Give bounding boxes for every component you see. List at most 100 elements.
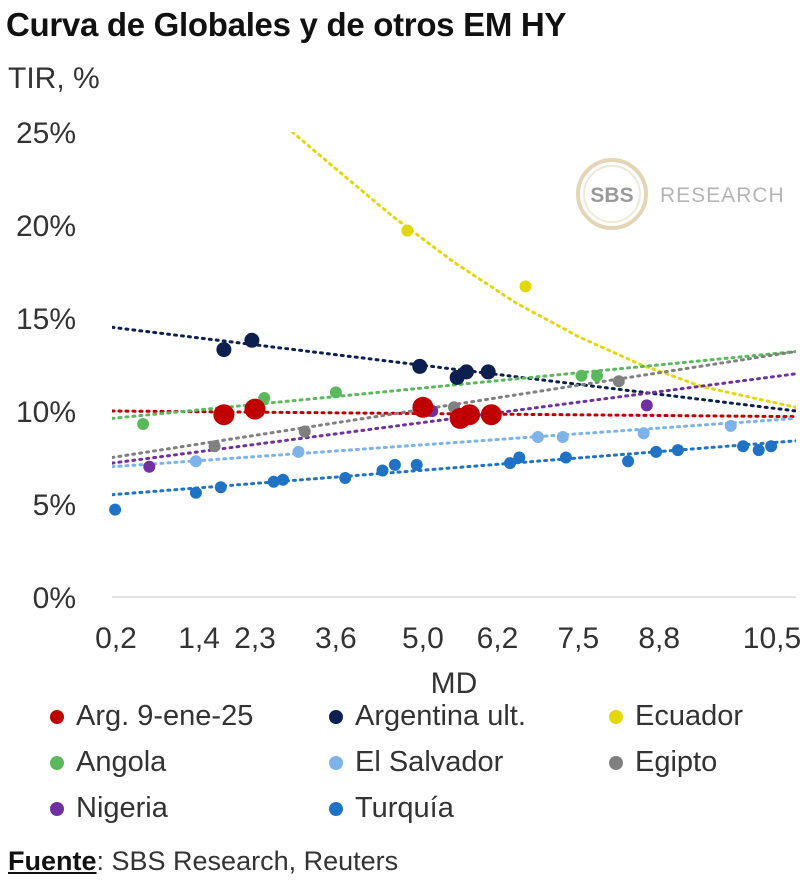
x-tick-label: 6,2 — [477, 622, 519, 655]
point-arg-9-ene-25 — [412, 396, 434, 418]
trendline-ecuador — [290, 132, 796, 409]
legend-item-angola: Angola — [50, 746, 166, 779]
source-note: Fuente: SBS Research, Reuters — [8, 846, 398, 877]
x-tick-label: 5,0 — [402, 622, 444, 655]
legend-label: Egipto — [635, 746, 718, 778]
point-el-salvador — [531, 431, 544, 443]
chart-plot: SBS RESEARCH 0% 5% 10% 15% 20% 25% 0,2 1,4 2,3 3… — [16, 117, 801, 700]
legend-marker-icon — [329, 801, 343, 816]
point-egipto — [298, 425, 311, 438]
y-tick-label: 10% — [16, 396, 76, 429]
watermark: SBS RESEARCH — [576, 158, 785, 230]
legend-label: El Salvador — [355, 746, 504, 778]
point-arg-9-ene-25 — [480, 404, 502, 426]
x-tick-label: 7,5 — [558, 622, 600, 655]
source-text: : SBS Research, Reuters — [96, 846, 399, 876]
x-tick-label: 0,2 — [95, 622, 137, 655]
legend-item-argentina-ult: Argentina ult. — [329, 700, 526, 733]
point-arg-9-ene-25 — [244, 398, 266, 420]
point-turquia — [267, 475, 280, 488]
point-nigeria — [143, 460, 156, 473]
point-turquia — [752, 444, 765, 457]
legend-label: Arg. 9-ene-25 — [76, 700, 254, 732]
watermark-text: RESEARCH — [660, 184, 785, 207]
chart-title: Curva de Globales y de otros EM HY — [6, 6, 567, 43]
point-egipto — [208, 440, 221, 453]
legend-label: Angola — [76, 746, 167, 778]
y-tick-label: 25% — [16, 117, 76, 150]
legend-item-turquia: Turquía — [329, 792, 454, 825]
watermark-badge-icon — [576, 158, 648, 230]
point-turquia — [277, 473, 289, 486]
point-argentina-ult — [216, 342, 232, 358]
x-tick-label: 3,6 — [315, 622, 357, 655]
legend-marker-icon — [329, 755, 343, 770]
trendline-el-salvador — [112, 416, 796, 469]
point-angola — [575, 369, 588, 382]
legend: Arg. 9-ene-25 Argentina ult. Ecuador Ang… — [0, 700, 808, 840]
point-turquia — [214, 481, 227, 494]
point-egipto — [612, 375, 625, 388]
point-turquia — [737, 440, 750, 453]
x-tick-label: 2,3 — [234, 622, 276, 655]
legend-label: Argentina ult. — [355, 700, 526, 732]
point-turquia — [559, 451, 572, 464]
point-arg-9-ene-25 — [213, 404, 235, 426]
legend-item-egipto: Egipto — [609, 746, 717, 779]
point-el-salvador — [292, 445, 305, 458]
point-nigeria — [640, 399, 653, 412]
point-angola — [329, 386, 342, 399]
point-argentina-ult — [480, 364, 496, 380]
legend-item-arg-9-ene-25: Arg. 9-ene-25 — [50, 700, 253, 733]
legend-item-nigeria: Nigeria — [50, 792, 168, 825]
x-axis-title: MD — [431, 667, 478, 700]
point-turquia — [189, 486, 202, 499]
point-turquia — [109, 503, 122, 516]
y-tick-label: 15% — [16, 303, 76, 336]
point-turquia — [622, 455, 635, 468]
point-angola — [137, 418, 150, 430]
x-tick-label: 1,4 — [178, 622, 220, 655]
point-turquia — [504, 457, 516, 470]
y-tick-label: 5% — [33, 489, 76, 522]
trendline-argentina-ult — [112, 325, 796, 413]
point-argentina-ult — [412, 358, 428, 374]
point-turquia — [650, 445, 663, 458]
source-label: Fuente — [8, 846, 97, 876]
legend-marker-icon — [609, 755, 623, 770]
legend-marker-icon — [329, 709, 343, 724]
watermark-badge-text: SBS — [590, 184, 633, 207]
legend-label: Nigeria — [76, 792, 168, 824]
point-el-salvador — [724, 419, 737, 432]
point-argentina-ult — [244, 332, 260, 348]
point-turquia — [671, 444, 684, 457]
point-turquia — [339, 472, 352, 484]
point-turquia — [765, 440, 778, 453]
point-ecuador — [519, 280, 532, 293]
point-argentina-ult — [458, 364, 474, 380]
point-ecuador — [401, 224, 414, 237]
legend-marker-icon — [50, 709, 64, 724]
y-tick-label: 20% — [16, 210, 76, 243]
y-tick-label: 0% — [33, 582, 76, 615]
point-turquia — [513, 451, 526, 464]
point-el-salvador — [637, 427, 650, 440]
legend-marker-icon — [50, 801, 64, 816]
legend-item-el-salvador: El Salvador — [329, 746, 503, 779]
legend-marker-icon — [609, 709, 623, 724]
x-tick-label: 10,5 — [743, 622, 801, 655]
legend-label: Ecuador — [635, 700, 744, 732]
point-turquia — [376, 464, 389, 477]
point-turquia — [388, 458, 401, 471]
x-tick-label: 8,8 — [638, 622, 680, 655]
point-el-salvador — [556, 431, 569, 443]
legend-label: Turquía — [355, 792, 454, 824]
point-turquia — [410, 458, 423, 471]
y-axis-title: TIR, % — [8, 62, 100, 95]
legend-item-ecuador: Ecuador — [609, 700, 743, 733]
legend-marker-icon — [50, 755, 64, 770]
watermark-badge-ring — [583, 165, 641, 223]
point-el-salvador — [189, 455, 202, 468]
point-arg-9-ene-25 — [459, 404, 480, 426]
point-angola — [591, 369, 603, 382]
